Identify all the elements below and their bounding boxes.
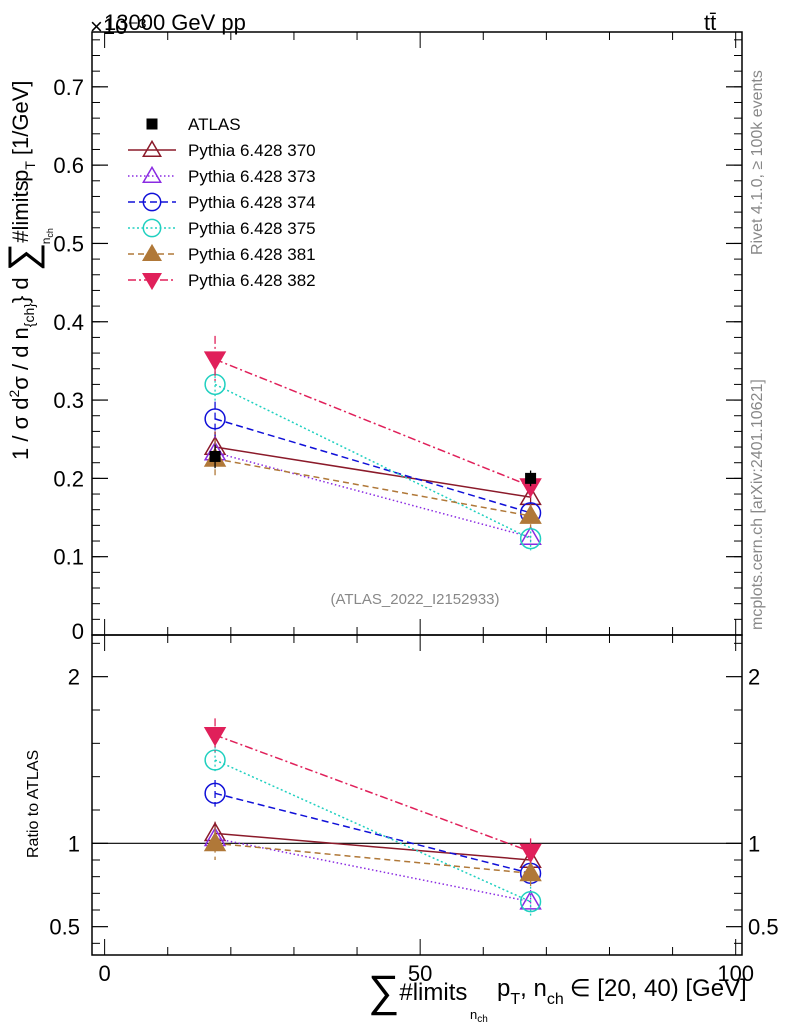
ratio-series-382-line xyxy=(214,734,531,853)
legend-atlas-marker xyxy=(146,118,158,130)
legend-label-382: Pythia 6.428 382 xyxy=(188,271,316,290)
ratio-y-tick-label: 2 xyxy=(68,665,80,690)
ratio-series-373-line xyxy=(214,837,531,903)
ratio-y-tick-label: 1 xyxy=(68,831,80,856)
ratio-series-375-point xyxy=(204,749,226,771)
main-y-tick-label-zero: 0 xyxy=(72,619,84,644)
exponent-label: ×10⁻³ xyxy=(90,14,146,39)
main-series-382-line xyxy=(214,358,531,487)
x-tick-label: 0 xyxy=(98,961,110,986)
legend-marker-382 xyxy=(142,272,162,291)
main-y-tick-label: 0.1 xyxy=(53,545,84,570)
ratio-series-group xyxy=(203,718,542,917)
ratio-y-tick-label-right: 2 xyxy=(748,665,760,690)
ratio-series-381-point xyxy=(203,831,227,852)
main-y-tick-label: 0.7 xyxy=(53,75,84,100)
main-series-381-point xyxy=(519,504,542,524)
atlas-point xyxy=(209,450,221,462)
main-series-370-line xyxy=(214,446,531,498)
ratio-series-375-point xyxy=(519,890,542,913)
ratio-series-374-point xyxy=(204,782,226,805)
ratio-y-axis-label: Ratio to ATLAS xyxy=(25,750,42,858)
x-axis-label-sub: nch xyxy=(470,1007,488,1024)
main-series-374-point xyxy=(204,408,226,430)
main-y-tick-label: 0.2 xyxy=(53,466,84,491)
main-series-group xyxy=(203,335,542,551)
main-y-tick-label: 0.4 xyxy=(53,310,84,335)
ratio-series-381-line xyxy=(214,842,531,875)
legend-marker-373 xyxy=(142,165,162,184)
x-axis-label-rest: pT, nch ∈ [20, 40) [GeV] xyxy=(497,975,747,1008)
legend-label-373: Pythia 6.428 373 xyxy=(188,167,316,186)
energy-label: 13000 GeV pp xyxy=(104,10,246,35)
main-series-373-line xyxy=(214,451,531,538)
analysis-id: (ATLAS_2022_I2152933) xyxy=(330,591,499,608)
x-axis-label: ∑#limits xyxy=(368,967,467,1016)
ratio-series-382-point xyxy=(203,727,227,747)
legend-marker-374 xyxy=(142,192,162,212)
ratio-y-tick-label-right: 1 xyxy=(748,831,760,856)
main-y-axis-label: 1 / σ d2σ / d n{ch}} d ∑#limits nch pT[1… xyxy=(1,81,58,460)
main-y-tick-label: 0.6 xyxy=(53,153,84,178)
main-series-381-line xyxy=(214,458,531,517)
atlas-point xyxy=(525,472,537,484)
x-tick-label: 50 xyxy=(408,961,432,986)
legend-label-381: Pythia 6.428 381 xyxy=(188,245,316,264)
main-series-375-line xyxy=(214,383,531,540)
ratio-y-tick-label-right: 0.5 xyxy=(748,915,779,940)
legend-atlas-label: ATLAS xyxy=(188,115,241,134)
mcplots-label: mcplots.cern.ch [arXiv:2401.10621] xyxy=(749,379,766,630)
process-label: tt̄ xyxy=(704,10,716,35)
main-y-tick-label: 0.3 xyxy=(53,388,84,413)
main-axis-ticks: 0.1 0.2 0.3 0.4 0.5 0.6 0.7 0 xyxy=(53,32,742,644)
ratio-panel-frame xyxy=(91,634,743,956)
ratio-y-tick-label: 0.5 xyxy=(49,915,80,940)
legend-marker-370 xyxy=(142,139,162,158)
ratio-series-381-point xyxy=(519,861,542,882)
legend-marker-381 xyxy=(142,243,162,262)
ratio-series-375-line xyxy=(214,759,531,903)
ratio-series-370-line xyxy=(214,832,531,861)
ratio-series-373-point xyxy=(519,890,542,910)
rivet-label: Rivet 4.1.0, ≥ 100k events xyxy=(749,70,766,255)
ratio-series-374-line xyxy=(214,792,531,875)
legend-label-370: Pythia 6.428 370 xyxy=(188,141,316,160)
legend-marker-375 xyxy=(142,218,162,238)
main-series-373-point xyxy=(519,525,542,546)
main-series-375-point xyxy=(519,528,542,550)
main-y-tick-label: 0.5 xyxy=(53,231,84,256)
legend-label-374: Pythia 6.428 374 xyxy=(188,193,316,212)
ratio-series-382-point xyxy=(519,843,542,864)
legend: ATLAS Pythia 6.428 370 Pythia 6.428 373 Pyt… xyxy=(128,115,316,291)
ratio-axis-ticks: 0.5 0.5 1 1 2 2 0 50 100 xyxy=(49,635,779,986)
main-series-382-point xyxy=(203,351,227,371)
x-tick-label: 100 xyxy=(717,961,754,986)
legend-label-375: Pythia 6.428 375 xyxy=(188,219,316,238)
